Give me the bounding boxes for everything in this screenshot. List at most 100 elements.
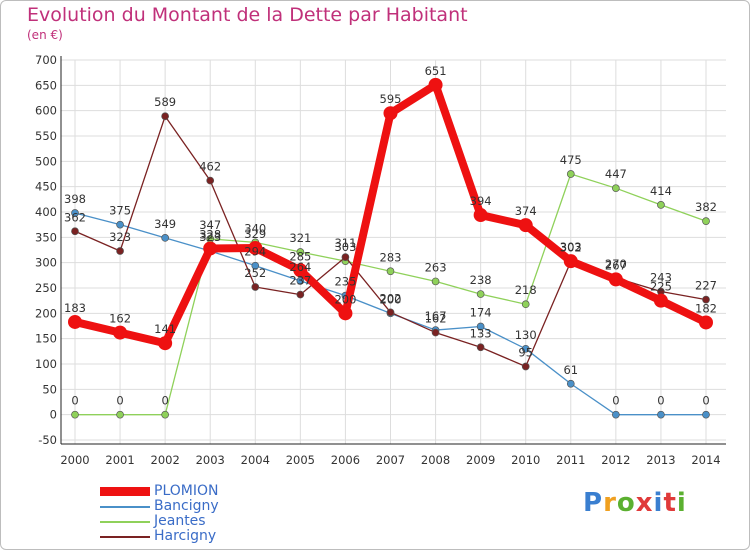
data-label-jeantes: 303: [334, 240, 356, 254]
proxiti-logo: Proxiti: [583, 488, 687, 518]
y-tick-label: 200: [35, 306, 57, 320]
data-label-harcigny: 237: [289, 274, 311, 288]
data-label-harcigny: 302: [560, 241, 582, 255]
data-point-harcigny: [386, 308, 395, 317]
data-label-plomion: 225: [650, 280, 672, 294]
data-point-bancigny: [251, 261, 260, 270]
y-tick-label: 600: [35, 104, 57, 118]
y-tick-label: 650: [35, 78, 57, 92]
x-tick-label: 2004: [241, 453, 270, 467]
data-point-plomion: [653, 293, 668, 308]
data-label-bancigny: 61: [563, 363, 578, 377]
data-point-plomion: [293, 263, 308, 278]
data-label-plomion: 141: [154, 322, 176, 336]
data-label-bancigny: 0: [612, 394, 619, 408]
data-label-harcigny: 270: [605, 257, 627, 271]
y-tick-label: 350: [35, 230, 57, 244]
data-point-plomion: [428, 77, 443, 92]
data-label-jeantes: 475: [560, 153, 582, 167]
data-label-bancigny: 323: [199, 230, 221, 244]
data-point-plomion: [158, 336, 173, 351]
data-point-jeantes: [116, 410, 124, 419]
data-label-bancigny: 200: [380, 292, 402, 306]
data-point-plomion: [608, 272, 623, 287]
data-point-harcigny: [161, 112, 169, 121]
data-label-jeantes: 447: [605, 167, 627, 181]
data-point-jeantes: [386, 267, 395, 276]
data-label-bancigny: 398: [64, 192, 86, 206]
data-label-bancigny: 294: [244, 245, 266, 259]
x-tick-label: 2003: [196, 453, 225, 467]
x-tick-label: 2007: [376, 453, 405, 467]
data-point-jeantes: [476, 290, 485, 298]
data-label-harcigny: 311: [334, 236, 356, 250]
data-label-plomion: 285: [289, 249, 311, 263]
data-point-jeantes: [657, 201, 665, 209]
data-label-plomion: 200: [334, 292, 356, 306]
data-label-jeantes: 414: [650, 184, 672, 198]
data-label-bancigny: 235: [334, 275, 356, 289]
legend-item-bancigny: Bancigny: [100, 498, 300, 515]
data-point-jeantes: [612, 184, 620, 193]
data-label-jeantes: 218: [515, 283, 537, 297]
data-point-plomion: [473, 208, 488, 223]
data-point-harcigny: [341, 253, 350, 261]
y-tick-label: 250: [35, 281, 57, 295]
data-point-plomion: [248, 240, 263, 255]
data-label-bancigny: 264: [289, 260, 311, 274]
x-tick-label: 2008: [421, 453, 450, 467]
x-tick-label: 2002: [151, 453, 180, 467]
data-label-bancigny: 130: [515, 328, 537, 342]
x-tick-label: 2013: [646, 453, 675, 467]
data-point-harcigny: [476, 343, 485, 352]
data-label-jeantes: 347: [199, 218, 221, 232]
logo-letter: x: [635, 488, 654, 518]
data-label-jeantes: 321: [289, 231, 311, 245]
data-label-jeantes: 263: [425, 260, 447, 274]
data-point-jeantes: [161, 410, 169, 419]
data-label-plomion: 374: [515, 204, 537, 218]
data-point-harcigny: [71, 227, 79, 236]
legend-swatch-jeantes: [100, 521, 150, 523]
data-label-plomion: 183: [64, 301, 86, 315]
data-label-bancigny: 167: [425, 309, 447, 323]
data-point-harcigny: [251, 283, 260, 291]
data-label-bancigny: 349: [154, 217, 176, 231]
x-tick-label: 2005: [286, 453, 315, 467]
data-label-plomion: 651: [425, 64, 447, 78]
x-tick-label: 2014: [691, 453, 720, 467]
data-point-harcigny: [206, 176, 215, 185]
legend-item-harcigny: Harcigny: [100, 528, 300, 545]
data-point-harcigny: [116, 247, 124, 255]
data-label-jeantes: 238: [470, 273, 492, 287]
data-label-bancigny: 0: [657, 394, 664, 408]
legend-label-harcigny: Harcigny: [154, 528, 217, 544]
data-point-plomion: [338, 306, 353, 321]
data-label-bancigny: 174: [470, 306, 492, 320]
data-point-jeantes: [702, 217, 710, 225]
data-label-bancigny: 375: [109, 204, 131, 218]
data-point-harcigny: [521, 362, 530, 371]
data-label-harcigny: 95: [518, 346, 533, 360]
x-tick-label: 2001: [105, 453, 134, 467]
data-point-harcigny: [431, 328, 440, 337]
data-label-harcigny: 589: [154, 95, 176, 109]
y-tick-label: 100: [35, 357, 57, 371]
y-tick-label: 150: [35, 332, 57, 346]
y-tick-label: 550: [35, 129, 57, 143]
data-point-bancigny: [702, 410, 710, 419]
data-label-plomion: 329: [244, 227, 266, 241]
data-label-plomion: 182: [695, 301, 717, 315]
y-tick-label: 500: [35, 154, 57, 168]
data-label-plomion: 328: [199, 227, 221, 241]
data-label-jeantes: 340: [244, 221, 266, 235]
data-point-bancigny: [657, 410, 665, 419]
data-label-harcigny: 323: [109, 230, 131, 244]
data-point-bancigny: [71, 209, 79, 217]
legend-item-jeantes: Jeantes: [100, 513, 300, 530]
data-label-harcigny: 462: [199, 160, 221, 174]
data-point-jeantes: [296, 248, 305, 256]
legend-swatch-harcigny: [100, 536, 150, 538]
data-point-jeantes: [566, 170, 575, 178]
